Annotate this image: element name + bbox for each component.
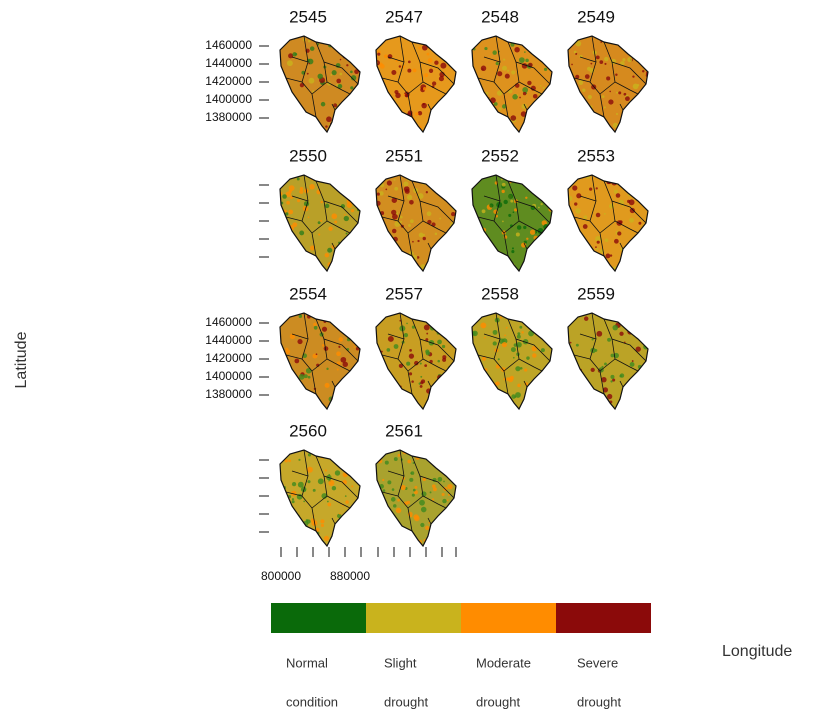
y-tick-label: 1440000 [205, 56, 252, 70]
panel-title: 2552 [481, 146, 519, 165]
legend-swatch [461, 603, 556, 633]
map-panel [367, 172, 459, 272]
legend-label: Slight [384, 655, 417, 670]
map-panel [368, 306, 458, 410]
map-panel [558, 31, 652, 133]
panel-title: 2561 [385, 421, 423, 440]
map-area [376, 36, 456, 132]
y-tick-label: 1400000 [205, 369, 252, 383]
legend-swatch [556, 603, 651, 633]
map-area [472, 175, 552, 271]
y-tick-label: 1420000 [205, 351, 252, 365]
map-area [280, 450, 360, 546]
y-tick-label: 1440000 [205, 333, 252, 347]
map-panel [366, 31, 459, 132]
map-panel [558, 169, 649, 272]
map-panel [463, 170, 555, 273]
panel-title: 2560 [289, 421, 327, 440]
panel-title: 2553 [577, 146, 615, 165]
legend-label: Normal [286, 655, 328, 670]
y-tick-label: 1460000 [205, 38, 252, 52]
map-panel [271, 445, 363, 547]
legend-label: drought [577, 694, 621, 709]
map-panel [558, 308, 649, 412]
map-panel [367, 445, 460, 547]
x-axis-label: Longitude [722, 643, 792, 660]
legend-label: Severe [577, 655, 618, 670]
panel-title: 2559 [577, 284, 615, 303]
y-tick-label: 1460000 [205, 315, 252, 329]
panel-title: 2558 [481, 284, 519, 303]
panel-title: 2547 [385, 7, 423, 26]
legend-swatch [366, 603, 461, 633]
map-panel [271, 307, 364, 409]
y-tick-label: 1380000 [205, 110, 252, 124]
x-tick-label: 800000 [261, 569, 301, 583]
panel-title: 2554 [289, 284, 327, 303]
y-tick-label: 1420000 [205, 74, 252, 88]
panel-title: 2550 [289, 146, 327, 165]
panel-title: 2557 [385, 284, 423, 303]
map-area [280, 313, 360, 409]
map-panel [270, 30, 363, 132]
x-tick-label: 880000 [330, 569, 370, 583]
figure: Latitude Longitude 2545 2547 2548 2549 2550 2… [0, 0, 832, 716]
legend-label: drought [384, 694, 428, 709]
map-area [376, 450, 456, 546]
panel-title: 2548 [481, 7, 519, 26]
map-area [280, 36, 360, 132]
legend-label: condition [286, 694, 338, 709]
map-panel [462, 307, 556, 409]
y-axis-label: Latitude [13, 331, 30, 388]
legend-swatch [271, 603, 366, 633]
panel-title: 2551 [385, 146, 423, 165]
y-tick-label: 1380000 [205, 387, 252, 401]
panel-title: 2545 [289, 7, 327, 26]
map-panel [462, 30, 553, 132]
panel-title: 2549 [577, 7, 615, 26]
map-panel [272, 172, 362, 271]
legend-label: drought [476, 694, 520, 709]
y-tick-label: 1400000 [205, 92, 252, 106]
legend-label: Moderate [476, 655, 531, 670]
